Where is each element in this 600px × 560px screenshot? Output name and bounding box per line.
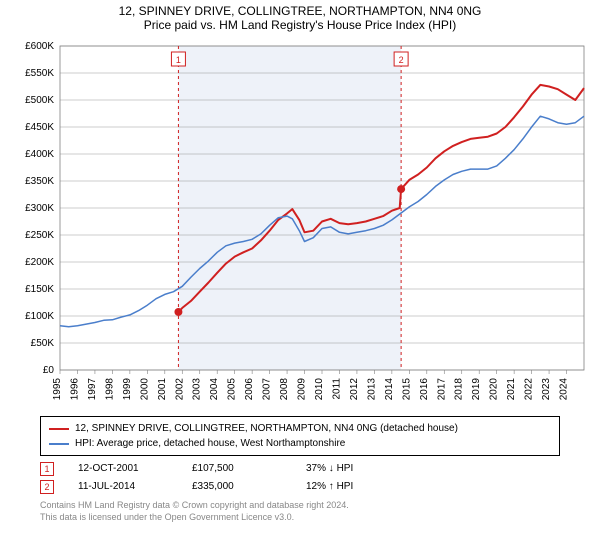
svg-text:£250K: £250K <box>25 230 54 241</box>
events: 1 12-OCT-2001 £107,500 37% ↓ HPI 2 11-JU… <box>40 460 560 496</box>
svg-text:£300K: £300K <box>25 203 54 214</box>
svg-text:2008: 2008 <box>279 378 290 401</box>
svg-text:2018: 2018 <box>454 378 465 401</box>
svg-text:2017: 2017 <box>436 378 447 401</box>
svg-text:£550K: £550K <box>25 68 54 79</box>
legend-label-property: 12, SPINNEY DRIVE, COLLINGTREE, NORTHAMP… <box>75 421 458 436</box>
svg-text:2022: 2022 <box>524 378 535 401</box>
svg-text:2020: 2020 <box>489 378 500 401</box>
svg-text:2012: 2012 <box>349 378 360 401</box>
legend-item-property: 12, SPINNEY DRIVE, COLLINGTREE, NORTHAMP… <box>49 421 551 436</box>
svg-text:£0: £0 <box>43 365 55 376</box>
footer-line2: This data is licensed under the Open Gov… <box>40 512 560 524</box>
legend: 12, SPINNEY DRIVE, COLLINGTREE, NORTHAMP… <box>40 416 560 456</box>
title-block: 12, SPINNEY DRIVE, COLLINGTREE, NORTHAMP… <box>0 0 600 34</box>
svg-text:2024: 2024 <box>559 378 570 401</box>
event-marker-1: 1 <box>40 462 54 476</box>
svg-text:£600K: £600K <box>25 41 54 52</box>
footer-line1: Contains HM Land Registry data © Crown c… <box>40 500 560 512</box>
event-price-1: £107,500 <box>192 460 282 478</box>
svg-text:2007: 2007 <box>262 378 273 401</box>
legend-label-hpi: HPI: Average price, detached house, West… <box>75 436 345 451</box>
svg-text:2005: 2005 <box>227 378 238 401</box>
svg-text:2006: 2006 <box>244 378 255 401</box>
title-address: 12, SPINNEY DRIVE, COLLINGTREE, NORTHAMP… <box>0 4 600 18</box>
svg-text:2019: 2019 <box>471 378 482 401</box>
svg-text:2011: 2011 <box>331 378 342 400</box>
svg-text:£500K: £500K <box>25 95 54 106</box>
legend-item-hpi: HPI: Average price, detached house, West… <box>49 436 551 451</box>
svg-text:2016: 2016 <box>419 378 430 401</box>
event-date-2: 11-JUL-2014 <box>78 478 168 496</box>
event-date-1: 12-OCT-2001 <box>78 460 168 478</box>
legend-swatch-property <box>49 428 69 430</box>
svg-text:2010: 2010 <box>314 378 325 401</box>
chart-container: 12, SPINNEY DRIVE, COLLINGTREE, NORTHAMP… <box>0 0 600 560</box>
svg-text:2001: 2001 <box>157 378 168 401</box>
svg-text:2000: 2000 <box>139 378 150 401</box>
svg-text:2021: 2021 <box>506 378 517 401</box>
footer: Contains HM Land Registry data © Crown c… <box>40 500 560 523</box>
event-price-2: £335,000 <box>192 478 282 496</box>
event-pct-2: 12% ↑ HPI <box>306 478 396 496</box>
svg-text:£150K: £150K <box>25 284 54 295</box>
svg-text:1999: 1999 <box>122 378 133 401</box>
svg-text:2015: 2015 <box>401 378 412 401</box>
svg-text:2014: 2014 <box>384 378 395 401</box>
svg-text:2004: 2004 <box>209 378 220 401</box>
event-pct-1: 37% ↓ HPI <box>306 460 396 478</box>
svg-text:£50K: £50K <box>31 338 55 349</box>
svg-text:£200K: £200K <box>25 257 54 268</box>
event-marker-2: 2 <box>40 480 54 494</box>
svg-text:1996: 1996 <box>69 378 80 401</box>
title-subtitle: Price paid vs. HM Land Registry's House … <box>0 18 600 32</box>
price-chart: £0 £50K £100K £150K £200K £250K £300K £350K £400… <box>10 40 590 410</box>
svg-text:£350K: £350K <box>25 176 54 187</box>
svg-text:2003: 2003 <box>192 378 203 401</box>
svg-text:1: 1 <box>176 55 181 65</box>
svg-text:2: 2 <box>399 55 404 65</box>
legend-swatch-hpi <box>49 443 69 445</box>
svg-text:£100K: £100K <box>25 311 54 322</box>
svg-text:£450K: £450K <box>25 122 54 133</box>
svg-text:1995: 1995 <box>52 378 63 401</box>
svg-text:2009: 2009 <box>297 378 308 401</box>
svg-text:1997: 1997 <box>87 378 98 401</box>
chart-area: £0 £50K £100K £150K £200K £250K £300K £350K £400… <box>10 40 590 410</box>
svg-text:2023: 2023 <box>541 378 552 401</box>
svg-text:1998: 1998 <box>104 378 115 401</box>
svg-text:2002: 2002 <box>174 378 185 401</box>
event-row-2: 2 11-JUL-2014 £335,000 12% ↑ HPI <box>40 478 560 496</box>
svg-text:2013: 2013 <box>366 378 377 401</box>
event-row-1: 1 12-OCT-2001 £107,500 37% ↓ HPI <box>40 460 560 478</box>
svg-text:£400K: £400K <box>25 149 54 160</box>
